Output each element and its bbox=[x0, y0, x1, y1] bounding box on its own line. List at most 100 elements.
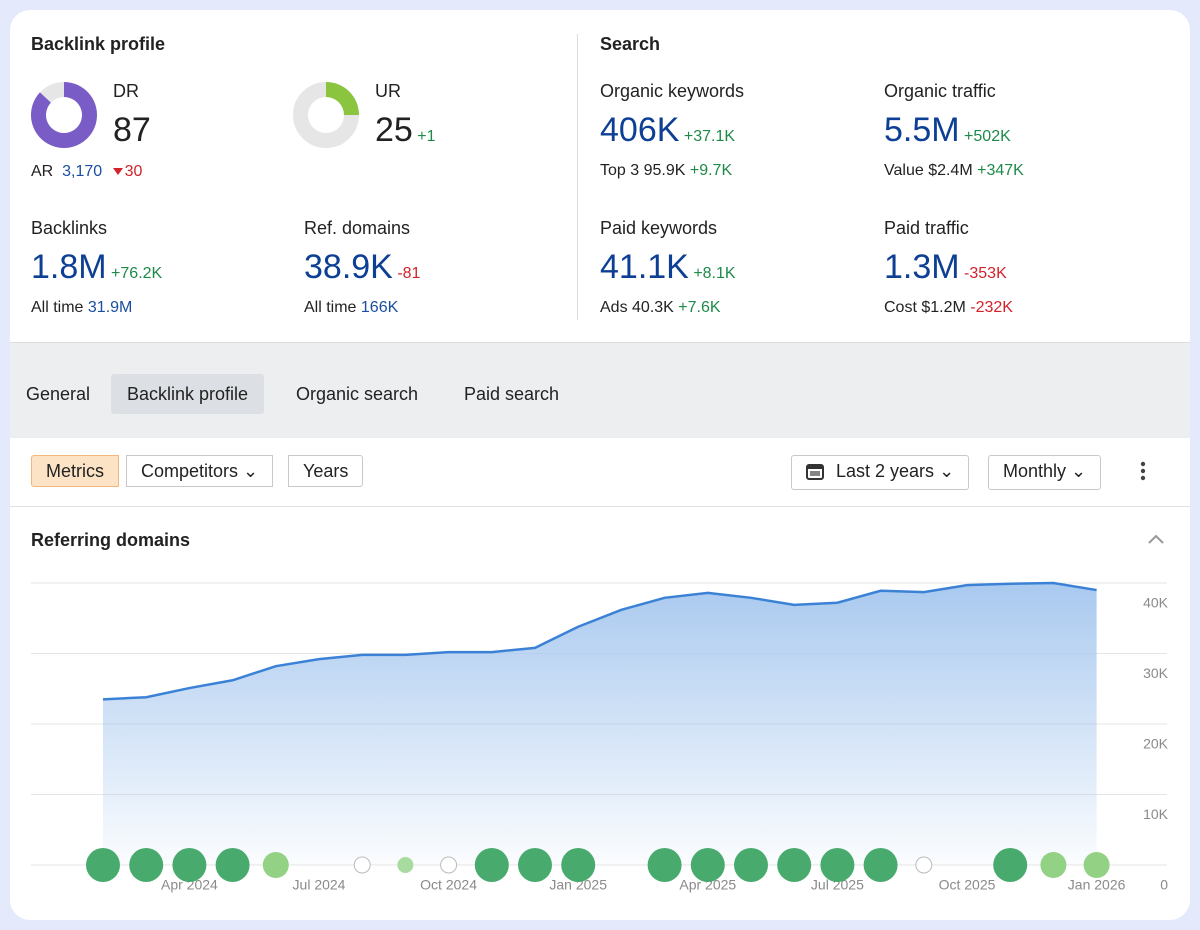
tab[interactable]: Backlink profile bbox=[111, 374, 265, 414]
event-marker bbox=[993, 848, 1028, 882]
sub-value: 3,170 bbox=[62, 163, 103, 180]
event-marker bbox=[1083, 852, 1110, 878]
event-marker bbox=[734, 848, 768, 882]
metric-change: -81 bbox=[397, 265, 421, 282]
x-tick-label: Jan 2025 bbox=[549, 877, 607, 893]
calendar-icon bbox=[806, 464, 824, 480]
metric-value: 1.3M bbox=[884, 248, 960, 286]
event-marker bbox=[561, 848, 596, 882]
metric-row: 25 +1 bbox=[375, 111, 436, 150]
metric-label: Organic keywords bbox=[600, 81, 745, 101]
tab[interactable]: Paid search bbox=[464, 384, 560, 404]
metric-row: 38.9K -81 bbox=[304, 248, 420, 287]
event-marker bbox=[518, 848, 552, 882]
x-tick-label: Oct 2025 bbox=[939, 877, 996, 893]
sub-value: $2.4M bbox=[928, 162, 973, 179]
metric-row: All time 31.9M bbox=[31, 299, 132, 317]
sub-label: Top 3 bbox=[600, 162, 640, 179]
y-tick-label: 10K bbox=[1143, 806, 1169, 822]
x-tick-label: Jul 2025 bbox=[811, 877, 864, 893]
event-marker bbox=[647, 848, 682, 882]
metric-row: Value $2.4M +347K bbox=[884, 162, 1024, 180]
metric-label: Paid keywords bbox=[600, 218, 718, 238]
sub-change: +7.6K bbox=[678, 299, 721, 316]
event-marker bbox=[820, 848, 855, 882]
separator bbox=[10, 506, 1190, 507]
view-button[interactable]: Metrics bbox=[31, 455, 119, 487]
event-marker bbox=[353, 856, 371, 874]
event-marker bbox=[690, 848, 725, 882]
x-tick-label: Oct 2024 bbox=[420, 877, 477, 893]
sub-label: Ads bbox=[600, 299, 628, 316]
down-arrow bbox=[112, 168, 123, 175]
x-tick-label: Apr 2024 bbox=[161, 877, 218, 893]
metric-value: 25 bbox=[375, 111, 413, 149]
event-marker bbox=[915, 856, 933, 874]
line bbox=[102, 581, 1097, 701]
metric-label: DR bbox=[113, 81, 139, 101]
metric-change: +76.2K bbox=[111, 265, 163, 282]
event-marker bbox=[777, 848, 812, 882]
sub-change: 30 bbox=[124, 163, 143, 180]
divider bbox=[577, 34, 578, 320]
view-button[interactable]: Years bbox=[288, 455, 364, 487]
metric-row: 5.5M +502K bbox=[884, 111, 1011, 150]
metric-change: +1 bbox=[417, 128, 436, 145]
metric-value: 87 bbox=[113, 111, 151, 149]
collapse-icon[interactable] bbox=[1146, 532, 1166, 546]
interval-button[interactable]: Monthly ⌄ bbox=[988, 455, 1102, 490]
sub-value: 40.3K bbox=[632, 299, 674, 316]
more-menu[interactable] bbox=[1137, 460, 1149, 484]
event-marker bbox=[397, 857, 414, 873]
event-marker bbox=[86, 848, 120, 882]
metric-label: UR bbox=[375, 81, 401, 101]
sub-value: $1.2M bbox=[921, 299, 966, 316]
metric-row: 406K +37.1K bbox=[600, 111, 735, 150]
metric-row: All time 166K bbox=[304, 299, 398, 317]
metric-value: 406K bbox=[600, 111, 680, 149]
event-marker bbox=[440, 856, 458, 874]
sub-value: 31.9M bbox=[87, 299, 133, 316]
section-title: Search bbox=[600, 34, 661, 54]
chart-title: Referring domains bbox=[31, 530, 191, 550]
tab[interactable]: Organic search bbox=[296, 384, 419, 404]
event-marker bbox=[262, 852, 289, 878]
sub-label: AR bbox=[31, 163, 54, 180]
metric-row: 41.1K +8.1K bbox=[600, 248, 736, 287]
event-marker bbox=[215, 848, 250, 882]
metric-value: 1.8M bbox=[31, 248, 107, 286]
metric-row: Cost $1.2M -232K bbox=[884, 299, 1013, 317]
metric-label: Backlinks bbox=[31, 218, 108, 238]
metric-change: -353K bbox=[964, 265, 1007, 282]
period-button[interactable]: Last 2 years ⌄ bbox=[791, 455, 970, 490]
sub-label: All time bbox=[31, 299, 84, 316]
metric-row: 1.3M -353K bbox=[884, 248, 1007, 287]
event-marker bbox=[863, 848, 898, 882]
view-button[interactable]: Competitors ⌄ bbox=[126, 455, 274, 487]
sub-label: All time bbox=[304, 299, 357, 316]
metric-value: 5.5M bbox=[884, 111, 960, 149]
sub-change: +347K bbox=[977, 162, 1024, 179]
metric-change: +8.1K bbox=[693, 265, 736, 282]
event-marker bbox=[129, 848, 164, 882]
event-marker bbox=[172, 848, 207, 882]
metric-value: 41.1K bbox=[600, 248, 689, 286]
metric-change: +502K bbox=[964, 128, 1011, 145]
sub-change: -232K bbox=[970, 299, 1013, 316]
y-tick-label: 40K bbox=[1143, 595, 1169, 611]
x-tick-label: Apr 2025 bbox=[679, 877, 736, 893]
period: Last 2 years bbox=[836, 461, 935, 481]
section-title: Backlink profile bbox=[31, 34, 166, 54]
metric-row: Top 3 95.9K +9.7K bbox=[600, 162, 732, 180]
area bbox=[103, 583, 1097, 865]
y-tick-label: 20K bbox=[1143, 736, 1169, 752]
sub-value: 95.9K bbox=[643, 162, 686, 179]
y-tick-label: 30K bbox=[1143, 665, 1169, 681]
metric-row: AR 3,170 30 bbox=[31, 163, 142, 181]
tab[interactable]: General bbox=[26, 384, 91, 404]
sub-value: 166K bbox=[360, 299, 399, 316]
x-tick-label: Jan 2026 bbox=[1068, 877, 1126, 893]
metric-value: 38.9K bbox=[304, 248, 393, 286]
